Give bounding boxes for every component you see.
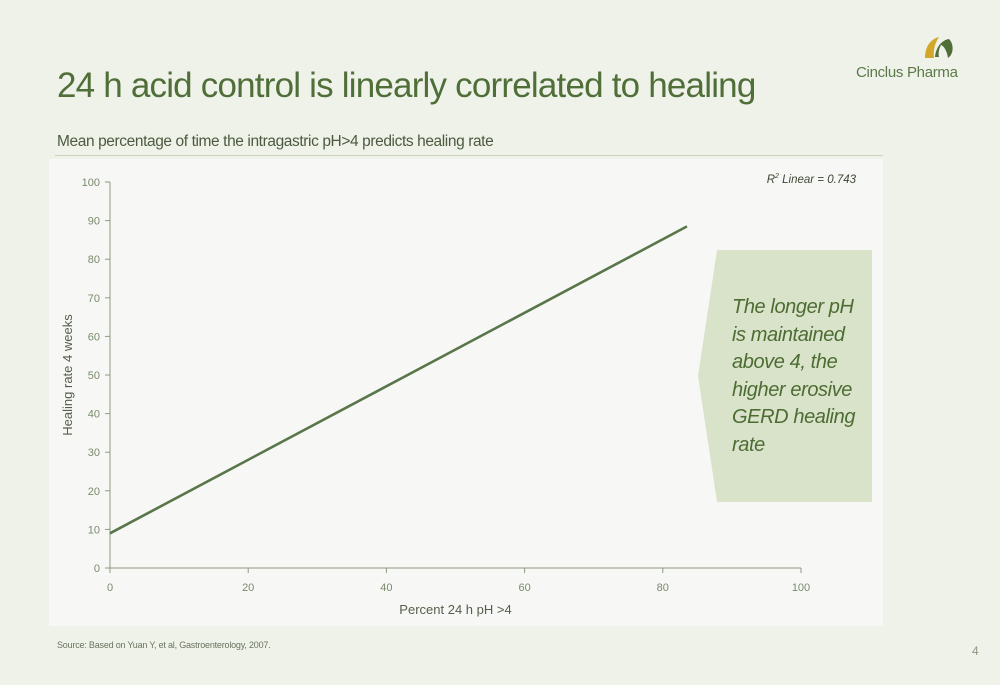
page-number: 4 [972, 644, 979, 658]
x-axis-title: Percent 24 h pH >4 [399, 602, 511, 617]
series-layer [109, 225, 688, 535]
y-tick-label: 100 [82, 177, 100, 189]
y-tick-label: 0 [94, 563, 100, 575]
r2-value: Linear = 0.743 [779, 174, 857, 186]
source-note: Source: Based on Yuan Y, et al, Gastroen… [57, 640, 271, 650]
y-tick-label: 70 [88, 293, 100, 305]
y-tick-label: 60 [88, 331, 100, 343]
cinclus-logo-icon [925, 37, 953, 58]
r2-superscript: 2 [774, 173, 779, 180]
callout-text: The longer pH is maintained above 4, the… [732, 296, 856, 456]
y-axis-title: Healing rate 4 weeks [60, 314, 75, 436]
x-tick-label: 80 [657, 582, 669, 594]
y-axis: 0 10 20 30 40 50 60 70 80 90 100 [82, 177, 111, 575]
y-tick-label: 40 [88, 409, 100, 421]
x-tick-label: 40 [380, 582, 392, 594]
x-tick-label: 60 [518, 582, 530, 594]
y-tick-label: 50 [88, 370, 100, 382]
y-tick-label: 20 [88, 486, 100, 498]
y-tick-label: 10 [88, 524, 100, 536]
slide-title: 24 h acid control is linearly correlated… [57, 66, 756, 105]
x-axis: 0 20 40 60 80 100 [107, 567, 810, 594]
x-tick-label: 20 [242, 582, 254, 594]
slide-subtitle: Mean percentage of time the intragastric… [57, 133, 494, 150]
subtitle-divider [55, 155, 883, 156]
r2-prefix: R [767, 174, 775, 186]
y-tick-label: 30 [88, 447, 100, 459]
series-line [109, 225, 688, 535]
callout-box [698, 250, 872, 502]
brand-name: Cinclus Pharma [856, 64, 958, 81]
x-tick-label: 0 [107, 582, 113, 594]
y-tick-label: 90 [88, 216, 100, 228]
r-squared-annotation: R2 Linear = 0.743 [767, 173, 857, 186]
x-tick-label: 100 [792, 582, 810, 594]
y-tick-label: 80 [88, 254, 100, 266]
